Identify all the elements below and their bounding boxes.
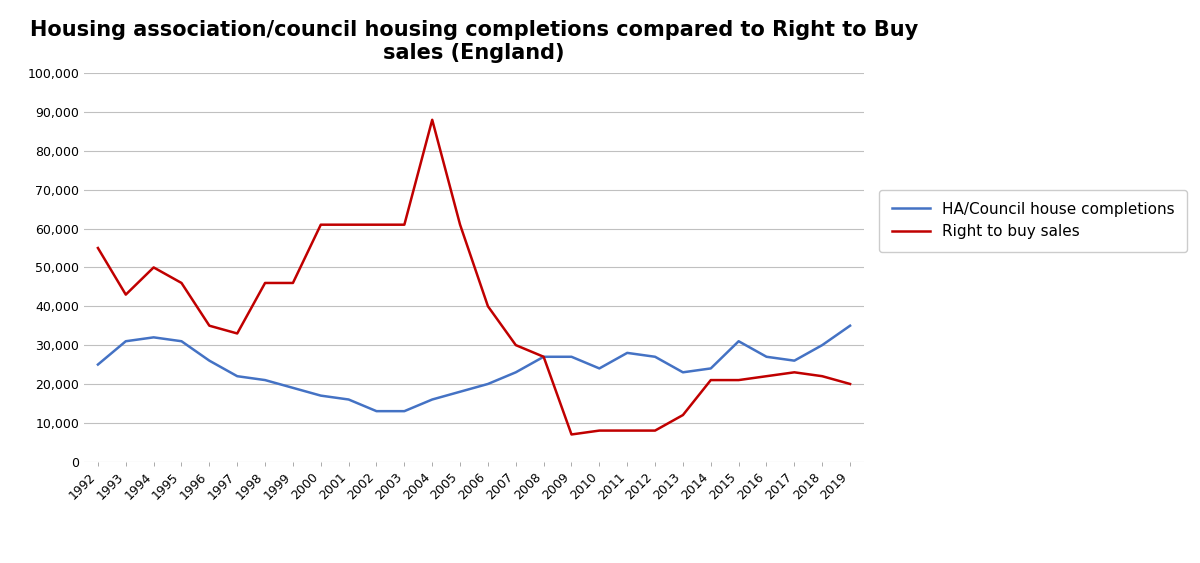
HA/Council house completions: [509, 369, 523, 376]
HA/Council house completions: [787, 358, 802, 364]
Right to buy sales: [648, 427, 662, 434]
HA/Council house completions: [815, 342, 829, 348]
HA/Council house completions: [620, 350, 635, 356]
HA/Council house completions: [676, 369, 690, 376]
Right to buy sales: [676, 412, 690, 418]
HA/Council house completions: [342, 396, 356, 403]
HA/Council house completions: [370, 408, 384, 414]
Right to buy sales: [230, 330, 245, 337]
Right to buy sales: [202, 322, 216, 329]
Title: Housing association/council housing completions compared to Right to Buy
sales (: Housing association/council housing comp…: [30, 20, 918, 63]
Right to buy sales: [313, 221, 328, 228]
Right to buy sales: [370, 221, 384, 228]
HA/Council house completions: [146, 334, 161, 341]
Right to buy sales: [119, 291, 133, 298]
HA/Council house completions: [174, 338, 188, 345]
Right to buy sales: [174, 280, 188, 287]
HA/Council house completions: [425, 396, 439, 403]
Right to buy sales: [452, 221, 467, 228]
HA/Council house completions: [703, 365, 718, 372]
Right to buy sales: [425, 117, 439, 123]
HA/Council house completions: [536, 354, 551, 360]
Right to buy sales: [815, 373, 829, 379]
HA/Council house completions: [202, 358, 216, 364]
HA/Council house completions: [842, 322, 857, 329]
Line: HA/Council house completions: HA/Council house completions: [98, 325, 850, 411]
HA/Council house completions: [258, 377, 272, 383]
HA/Council house completions: [592, 365, 606, 372]
HA/Council house completions: [313, 392, 328, 399]
Right to buy sales: [481, 303, 496, 310]
Right to buy sales: [509, 342, 523, 348]
Right to buy sales: [760, 373, 774, 379]
Right to buy sales: [286, 280, 300, 287]
Right to buy sales: [342, 221, 356, 228]
HA/Council house completions: [732, 338, 746, 345]
HA/Council house completions: [648, 354, 662, 360]
Legend: HA/Council house completions, Right to buy sales: HA/Council house completions, Right to b…: [880, 190, 1187, 252]
HA/Council house completions: [119, 338, 133, 345]
HA/Council house completions: [286, 385, 300, 391]
HA/Council house completions: [230, 373, 245, 379]
HA/Council house completions: [91, 361, 106, 368]
Right to buy sales: [536, 354, 551, 360]
Right to buy sales: [258, 280, 272, 287]
Right to buy sales: [592, 427, 606, 434]
Right to buy sales: [91, 244, 106, 251]
Right to buy sales: [787, 369, 802, 376]
HA/Council house completions: [564, 354, 578, 360]
HA/Council house completions: [397, 408, 412, 414]
Right to buy sales: [620, 427, 635, 434]
Right to buy sales: [703, 377, 718, 383]
HA/Council house completions: [481, 381, 496, 387]
HA/Council house completions: [452, 388, 467, 395]
Right to buy sales: [732, 377, 746, 383]
Right to buy sales: [564, 431, 578, 438]
Line: Right to buy sales: Right to buy sales: [98, 120, 850, 435]
Right to buy sales: [842, 381, 857, 387]
Right to buy sales: [397, 221, 412, 228]
HA/Council house completions: [760, 354, 774, 360]
Right to buy sales: [146, 264, 161, 271]
